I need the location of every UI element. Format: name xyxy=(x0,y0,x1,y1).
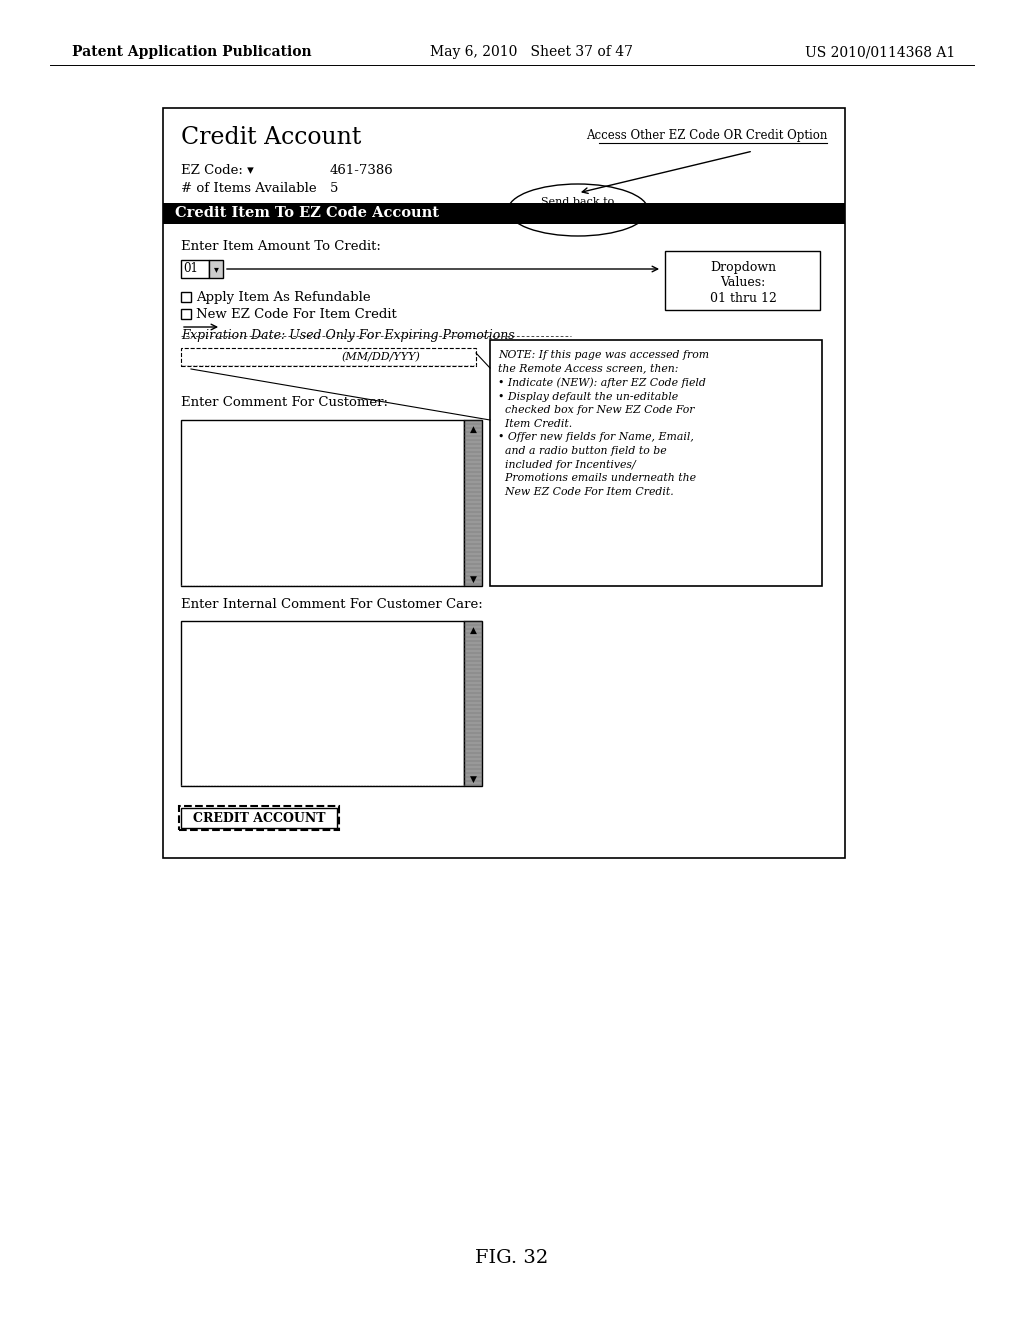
Bar xyxy=(464,620,482,785)
Text: CREDIT ACCOUNT: CREDIT ACCOUNT xyxy=(193,812,326,825)
Text: ▲: ▲ xyxy=(470,425,476,433)
Text: 01 thru 12: 01 thru 12 xyxy=(710,293,776,305)
Text: Access Other EZ Code OR Credit Option: Access Other EZ Code OR Credit Option xyxy=(586,129,827,143)
Text: US 2010/0114368 A1: US 2010/0114368 A1 xyxy=(805,45,955,59)
Text: ▼: ▼ xyxy=(470,574,476,583)
Bar xyxy=(181,808,337,828)
Bar xyxy=(163,108,845,858)
Bar xyxy=(181,309,191,319)
Text: Expiration Date: Used Only For Expiring Promotions: Expiration Date: Used Only For Expiring … xyxy=(181,330,515,342)
Text: # of Items Available: # of Items Available xyxy=(181,181,316,194)
Text: 5: 5 xyxy=(330,181,338,194)
Text: Credit Account: Credit Account xyxy=(181,127,361,149)
Text: Enter Comment For Customer:: Enter Comment For Customer: xyxy=(181,396,388,409)
Text: 461-7386: 461-7386 xyxy=(330,165,394,177)
Text: May 6, 2010   Sheet 37 of 47: May 6, 2010 Sheet 37 of 47 xyxy=(430,45,633,59)
Text: EZ Code: ▾: EZ Code: ▾ xyxy=(181,165,254,177)
Ellipse shape xyxy=(508,183,648,236)
Text: Apply Item As Refundable: Apply Item As Refundable xyxy=(196,290,371,304)
Text: ▲: ▲ xyxy=(470,626,476,635)
Text: 01: 01 xyxy=(183,263,199,276)
Bar xyxy=(181,420,464,586)
Bar xyxy=(464,420,482,586)
Text: New EZ Code For Item Credit: New EZ Code For Item Credit xyxy=(196,308,396,321)
Bar xyxy=(181,620,464,785)
Text: ▾: ▾ xyxy=(214,264,218,275)
Text: Enter Item Amount To Credit:: Enter Item Amount To Credit: xyxy=(181,239,381,252)
Text: FIG. 32: FIG. 32 xyxy=(475,1249,549,1267)
Bar xyxy=(163,203,845,224)
Text: Credit Item To EZ Code Account: Credit Item To EZ Code Account xyxy=(175,206,439,220)
Bar xyxy=(181,292,191,302)
Text: Patent Application Publication: Patent Application Publication xyxy=(72,45,311,59)
Bar xyxy=(179,807,339,830)
Bar xyxy=(490,341,822,586)
Bar xyxy=(181,260,209,279)
Text: Dropdown: Dropdown xyxy=(710,261,776,275)
Text: Values:: Values: xyxy=(720,276,766,289)
Text: (MM/DD/YYY): (MM/DD/YYY) xyxy=(342,352,421,362)
Bar xyxy=(209,260,223,279)
Text: NOTE: If this page was accessed from
the Remote Access screen, then:
• Indicate : NOTE: If this page was accessed from the… xyxy=(498,350,710,496)
Bar xyxy=(181,348,476,366)
Text: Send back to
previous page.: Send back to previous page. xyxy=(537,197,620,219)
Bar xyxy=(665,251,820,310)
Text: Enter Internal Comment For Customer Care:: Enter Internal Comment For Customer Care… xyxy=(181,598,482,610)
Text: ▼: ▼ xyxy=(470,775,476,784)
